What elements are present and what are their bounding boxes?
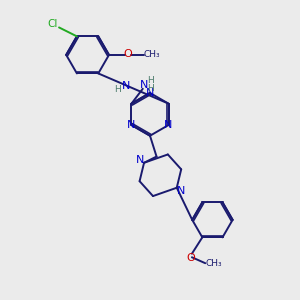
Text: CH₃: CH₃ [144,50,160,59]
Text: O: O [186,253,195,263]
Text: N: N [164,120,173,130]
Text: N: N [122,81,130,91]
Text: H: H [147,84,154,93]
Text: N: N [127,120,136,130]
Text: N: N [177,186,185,196]
Text: H: H [114,85,121,94]
Text: O: O [123,49,132,59]
Text: N: N [135,155,144,165]
Text: N: N [146,88,154,98]
Text: H: H [147,76,154,85]
Text: CH₃: CH₃ [205,259,222,268]
Text: Cl: Cl [47,19,58,29]
Text: N: N [140,80,148,90]
